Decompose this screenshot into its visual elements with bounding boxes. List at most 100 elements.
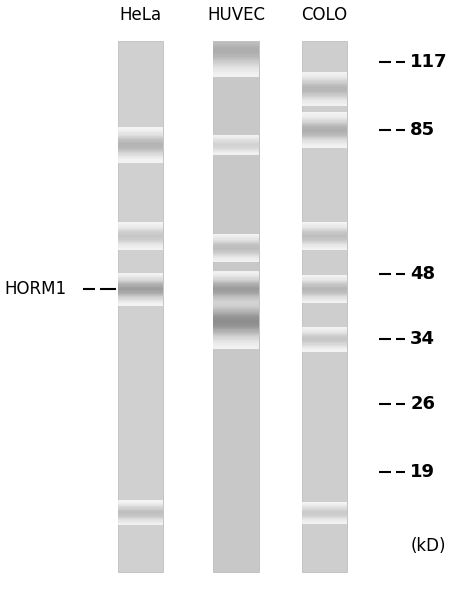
Bar [301,117,347,118]
Bar [301,236,347,237]
Bar [213,255,258,256]
Bar [118,504,163,505]
Bar [213,346,258,347]
Bar [213,307,258,308]
Bar [118,295,163,296]
Bar [213,317,258,319]
Bar [213,65,258,66]
Bar [301,103,347,104]
Bar [301,505,347,506]
Text: HUVEC: HUVEC [207,5,265,24]
Bar [118,235,163,236]
Bar [213,323,258,325]
Bar [213,341,258,342]
Bar [118,143,163,144]
Bar [213,336,258,337]
Bar [301,510,347,511]
Bar [118,282,163,283]
Text: 19: 19 [409,463,434,481]
Bar [118,151,163,152]
Bar [213,294,258,295]
Bar [118,158,163,159]
Bar [118,284,163,286]
Bar [213,55,258,57]
Bar [301,514,347,516]
Bar [301,125,347,126]
Bar [301,112,347,113]
Bar [118,287,163,288]
Bar [301,247,347,248]
Bar [301,227,347,228]
Bar [118,291,163,293]
Bar [118,157,163,158]
Bar [213,316,258,317]
Bar [213,299,258,300]
Bar [301,77,347,78]
Bar [301,295,347,296]
Bar [213,309,258,310]
Bar [213,245,258,247]
Bar [118,146,163,148]
Bar [301,132,347,133]
Bar [301,139,347,140]
Bar [213,61,258,63]
Bar [118,242,163,243]
Bar [301,281,347,282]
Bar [301,96,347,97]
Bar [301,516,347,517]
Bar [301,333,347,334]
Bar [118,140,163,142]
Bar [301,334,347,335]
Text: 48: 48 [409,266,435,283]
Bar [213,306,258,307]
Bar [301,234,347,235]
Bar [213,70,258,71]
Bar [301,240,347,241]
Bar [213,54,258,55]
Bar [301,84,347,85]
Bar [213,300,258,301]
Bar [301,299,347,300]
Bar [213,67,258,68]
Bar [301,249,347,250]
Bar [118,228,163,229]
Bar [213,304,258,306]
Bar [301,88,347,90]
Bar [118,150,163,151]
Bar [213,236,258,237]
Bar [301,287,347,288]
Bar [213,319,258,320]
Bar [213,326,258,327]
Bar [213,248,258,249]
Bar [213,76,258,77]
Text: 34: 34 [409,330,434,348]
Bar [118,510,163,511]
Bar [118,222,163,223]
Bar [301,518,347,519]
Bar [213,330,258,332]
Bar [301,523,347,524]
Bar [118,130,163,131]
Bar [301,502,347,503]
Bar [301,83,347,84]
Bar [213,277,258,278]
Bar [301,144,347,145]
Bar [301,237,347,238]
Bar [213,314,258,315]
Bar [301,100,347,101]
Bar [301,140,347,142]
Bar [118,275,163,276]
Bar [301,284,347,286]
Bar [213,71,258,72]
Bar [213,315,258,316]
Bar [301,282,347,283]
Bar [301,349,347,350]
Bar [213,301,258,302]
Bar [118,247,163,248]
Bar [213,151,258,152]
Bar [301,76,347,77]
Bar [213,296,258,297]
Bar [301,248,347,249]
Bar [118,224,163,225]
Bar [118,133,163,135]
